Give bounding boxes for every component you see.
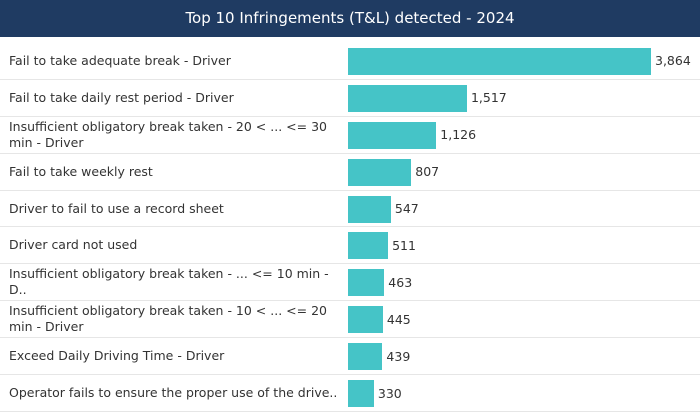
chart-title: Top 10 Infringements (T&L) detected - 20… (0, 0, 700, 37)
bar (348, 84, 467, 112)
bar-row: Driver to fail to use a record sheet 547 (0, 191, 700, 228)
category-label: Driver card not used (9, 237, 138, 253)
bar-row: Exceed Daily Driving Time - Driver 439 (0, 338, 700, 376)
category-label: Insufficient obligatory break taken - ..… (9, 266, 329, 298)
bar (348, 47, 651, 75)
category-label: Fail to take adequate break - Driver (9, 52, 231, 68)
bar-row: Driver card not used 511 (0, 228, 700, 265)
category-label: Insufficient obligatory break taken - 20… (9, 118, 327, 150)
value-label: 3,864 (655, 53, 691, 69)
value-label: 547 (394, 201, 419, 217)
value-label: 330 (377, 385, 402, 401)
bar-row: Insufficient obligatory break taken - 10… (0, 301, 700, 339)
bar (348, 195, 391, 223)
category-label: Driver to fail to use a record sheet (9, 200, 224, 216)
category-label: Fail to take daily rest period - Driver (9, 89, 234, 105)
bar-row: Operator fails to ensure the proper use … (0, 375, 700, 412)
bar (348, 380, 374, 408)
category-label: Operator fails to ensure the proper use … (9, 385, 338, 401)
bar-row: Fail to take daily rest period - Driver 1… (0, 80, 700, 117)
bar (348, 343, 383, 371)
value-label: 1,126 (440, 127, 477, 143)
value-label: 1,517 (470, 90, 507, 106)
bar (348, 121, 437, 149)
value-label: 463 (388, 274, 413, 290)
value-label: 439 (386, 348, 411, 364)
value-label: 445 (386, 311, 411, 327)
bar-row: Insufficient obligatory break taken - ..… (0, 264, 700, 302)
bar (348, 306, 383, 334)
value-label: 807 (415, 164, 440, 180)
category-label: Fail to take weekly rest (9, 163, 153, 179)
bar-row: Fail to take adequate break - Driver 3,86… (0, 43, 700, 80)
bar (348, 158, 412, 186)
bar (348, 269, 385, 297)
bar-row: Fail to take weekly rest 807 (0, 154, 700, 191)
value-label: 511 (392, 237, 416, 253)
category-label: Exceed Daily Driving Time - Driver (9, 348, 225, 364)
bar-row: Insufficient obligatory break taken - 20… (0, 117, 700, 154)
bar (348, 232, 389, 260)
category-label: Insufficient obligatory break taken - 10… (9, 303, 327, 335)
